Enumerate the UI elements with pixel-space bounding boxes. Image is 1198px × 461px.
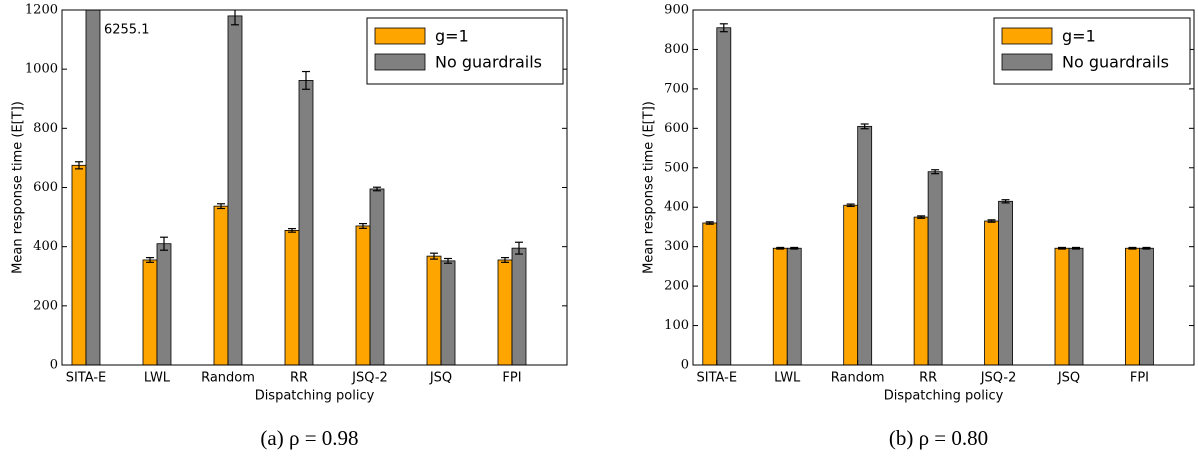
legend-label: No guardrails: [435, 53, 542, 72]
y-tick-label: 500: [664, 160, 689, 175]
bar: [927, 171, 943, 365]
caption: (b) ρ = 0.80: [889, 426, 988, 450]
bar: [511, 247, 527, 365]
bar: [71, 164, 87, 365]
bar: [998, 200, 1013, 365]
y-tick-label: 200: [664, 279, 689, 294]
bar: [142, 259, 158, 365]
bar: [85, 10, 101, 365]
y-axis-label: Mean response time (E[T]): [642, 101, 657, 274]
x-tick-label: LWL: [144, 371, 171, 386]
y-tick-label: 0: [681, 358, 689, 373]
x-tick-label: SITA-E: [66, 371, 107, 386]
bar: [786, 247, 802, 365]
bar: [298, 80, 314, 365]
bar: [772, 247, 788, 365]
legend-label: g=1: [435, 27, 469, 46]
y-tick-label: 800: [33, 121, 58, 136]
bar: [702, 222, 718, 365]
y-tick-label: 100: [664, 318, 689, 333]
bar: [843, 204, 859, 365]
bar: [355, 225, 371, 365]
x-tick-label: RR: [290, 371, 308, 386]
chart: 0 200 400 600 800 1000 1200 SITA-E 6255.1 LWL Rand…: [11, 3, 568, 450]
x-tick-label: FPI: [502, 371, 521, 386]
x-tick-label: SITA-E: [697, 371, 738, 386]
bar: [497, 259, 513, 365]
axes-frame: [692, 9, 1195, 366]
legend-swatch: [1001, 53, 1053, 71]
y-tick-label: 200: [33, 298, 58, 313]
x-tick-label: Random: [831, 371, 885, 386]
x-tick-label: RR: [919, 371, 937, 386]
bar: [1139, 247, 1154, 365]
y-tick-label: 700: [664, 81, 689, 96]
legend-swatch: [374, 27, 426, 45]
bar: [913, 216, 929, 365]
y-tick-label: 900: [664, 3, 689, 18]
y-tick-label: 1200: [25, 3, 58, 18]
bar: [227, 15, 243, 365]
legend-swatch: [1001, 27, 1053, 45]
legend-label: g=1: [1062, 27, 1096, 46]
bar: [716, 27, 732, 365]
bar: [984, 220, 999, 365]
bar: [857, 125, 873, 365]
x-tick-label: JSQ: [429, 371, 452, 386]
x-tick-label: Random: [201, 371, 255, 386]
bar: [1054, 247, 1070, 365]
x-tick-label: LWL: [774, 371, 801, 386]
y-tick-label: 600: [664, 121, 689, 136]
bar: [213, 205, 229, 365]
axes-frame: [61, 9, 568, 366]
legend-label: No guardrails: [1062, 53, 1169, 72]
y-tick-label: 300: [664, 239, 689, 254]
chart: 0 100 200 300 400 500 600 700 800 900 SITA-E LWL Ran…: [642, 3, 1195, 450]
x-axis-label: Dispatching policy: [255, 389, 375, 404]
x-tick-label: JSQ-2: [980, 371, 1017, 386]
bar: [426, 255, 442, 365]
bar: [284, 229, 300, 365]
y-tick-label: 400: [33, 239, 58, 254]
bar: [1125, 247, 1140, 365]
x-tick-label: FPI: [1130, 371, 1149, 386]
y-tick-label: 1000: [25, 62, 58, 77]
plot-area: [71, 10, 527, 365]
x-tick-label: JSQ: [1057, 371, 1080, 386]
y-tick-label: 600: [33, 180, 58, 195]
bar: [369, 188, 385, 365]
bar: [440, 260, 456, 365]
x-tick-label: JSQ-2: [351, 371, 388, 386]
y-tick-label: 0: [50, 358, 58, 373]
y-axis-label: Mean response time (E[T]): [11, 101, 26, 274]
legend-swatch: [374, 53, 426, 71]
y-tick-label: 800: [664, 42, 689, 57]
data-label: 6255.1: [104, 23, 150, 38]
bar: [156, 243, 172, 365]
plot-area: [702, 23, 1154, 365]
x-axis-label: Dispatching policy: [884, 389, 1004, 404]
caption: (a) ρ = 0.98: [260, 426, 358, 450]
y-tick-label: 400: [664, 200, 689, 215]
bar: [1068, 247, 1084, 365]
